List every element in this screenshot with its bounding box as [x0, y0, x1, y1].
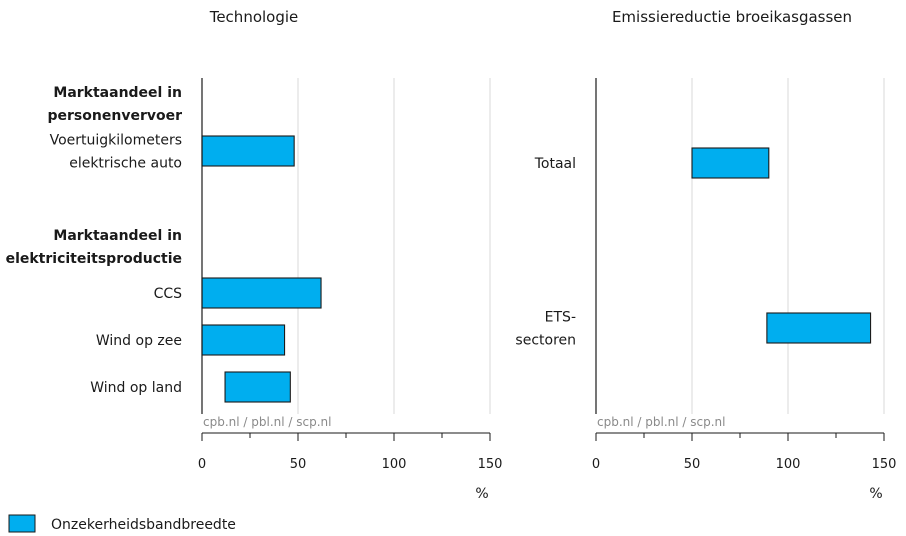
x-tick-label: 0 — [198, 457, 206, 472]
x-tick-label: 100 — [382, 457, 407, 472]
group-heading: Marktaandeel in — [53, 228, 182, 244]
range-bar — [766, 312, 872, 344]
group-heading: Marktaandeel in — [53, 85, 182, 101]
x-tick-label: 150 — [872, 457, 897, 472]
legend: Onzekerheidsbandbreedte — [8, 514, 236, 533]
chart-title: Emissiereductie broeikasgassen — [612, 8, 852, 26]
group-heading: elektriciteitsproductie — [6, 251, 182, 267]
category-label: Voertuigkilometers — [50, 133, 182, 149]
legend-label: Onzekerheidsbandbreedte — [51, 517, 236, 533]
range-bar — [201, 135, 295, 167]
x-tick-label: 50 — [684, 457, 701, 472]
x-tick-label: 150 — [478, 457, 503, 472]
category-label: Totaal — [534, 156, 576, 172]
group-heading: personenvervoer — [48, 108, 183, 124]
category-label: elektrische auto — [69, 156, 182, 172]
range-bar — [224, 371, 291, 403]
x-axis-unit: % — [475, 486, 488, 502]
category-label: ETS- — [545, 310, 576, 326]
legend-swatch — [8, 514, 36, 533]
x-tick-label: 100 — [776, 457, 801, 472]
range-bar — [691, 147, 770, 179]
category-label: Wind op land — [90, 380, 182, 396]
range-bar — [201, 277, 322, 309]
source-text: cpb.nl / pbl.nl / scp.nl — [203, 415, 331, 429]
x-axis-unit: % — [869, 486, 882, 502]
source-text: cpb.nl / pbl.nl / scp.nl — [597, 415, 725, 429]
category-label: CCS — [154, 286, 183, 302]
chart-emissiereductie: Emissiereductie broeikasgassen Totaal ETS… — [515, 8, 896, 502]
x-tick-label: 50 — [290, 457, 307, 472]
category-label: sectoren — [515, 333, 576, 349]
range-bar — [201, 324, 286, 356]
chart-technologie: Technologie Marktaandeel in personenvervo… — [6, 8, 503, 502]
category-label: Wind op zee — [96, 333, 182, 349]
x-tick-label: 0 — [592, 457, 600, 472]
chart-title: Technologie — [209, 8, 299, 26]
